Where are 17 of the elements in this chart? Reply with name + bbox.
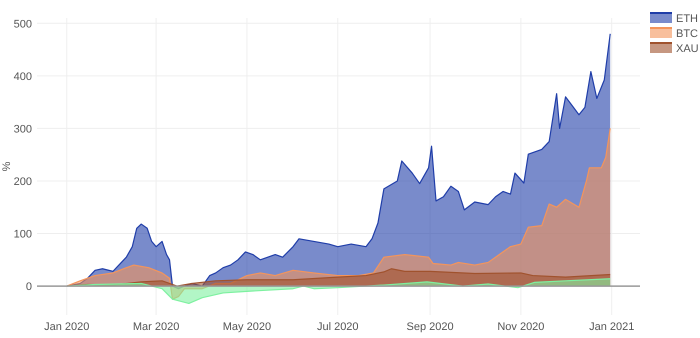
y-tick-label: 0	[26, 281, 32, 294]
legend-label: ETH	[676, 13, 698, 25]
y-tick-label: 200	[14, 176, 32, 188]
legend-label: BTC	[676, 28, 698, 40]
y-tick-label: 500	[14, 18, 32, 30]
x-tick-label: Mar 2020	[132, 321, 180, 333]
legend-label: XAU	[676, 43, 699, 55]
x-tick-label: Jan 2021	[589, 321, 634, 333]
x-tick-label: Jan 2020	[44, 321, 90, 333]
y-tick-label: 400	[14, 70, 32, 83]
y-tick-label: 300	[14, 123, 32, 136]
x-tick-label: May 2020	[222, 321, 272, 333]
y-axis-title: %	[1, 161, 13, 172]
x-tick-label: Sep 2020	[406, 321, 454, 333]
x-tick-label: Jul 2020	[316, 321, 359, 333]
x-tick-label: Nov 2020	[497, 321, 544, 333]
y-tick-label: 100	[14, 228, 32, 241]
